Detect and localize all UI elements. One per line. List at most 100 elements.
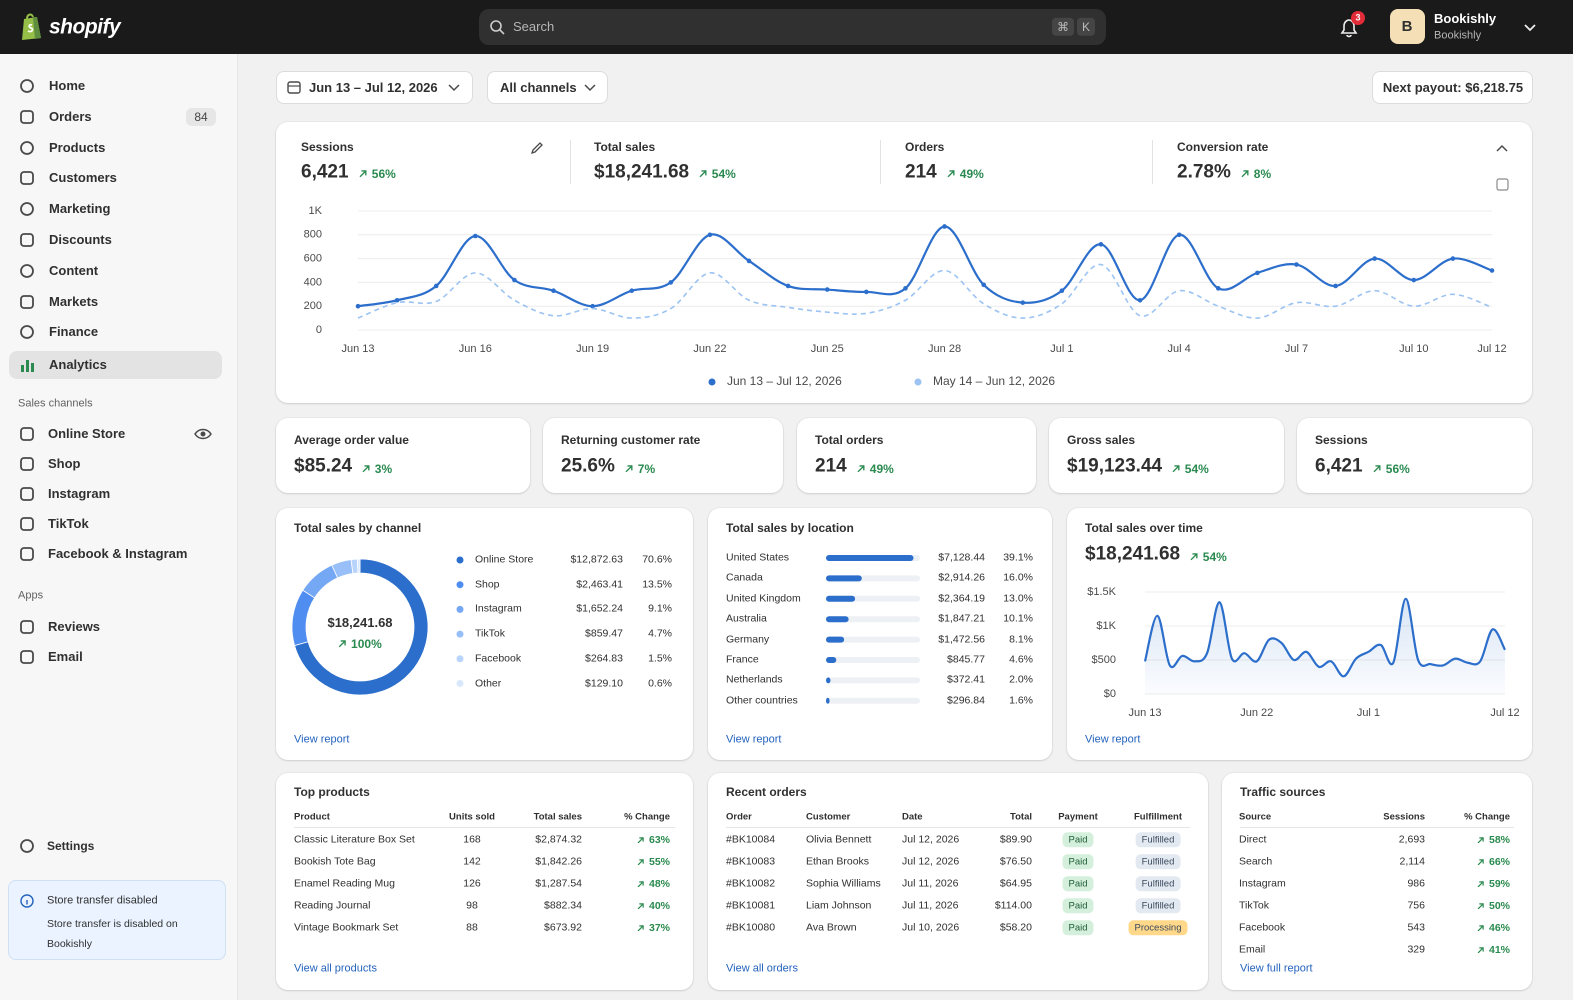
channel-item[interactable]: Instagram <box>48 486 111 502</box>
store-chevron[interactable] <box>1523 23 1537 33</box>
change-value: 100% <box>351 637 382 651</box>
nav-item[interactable]: Markets <box>49 293 99 309</box>
search-box[interactable] <box>479 9 1106 45</box>
kpi-value: 6,421 <box>1315 455 1363 477</box>
arrow-stroke <box>637 924 644 931</box>
bar <box>826 555 914 561</box>
table-cell: $64.95 <box>999 877 1032 890</box>
table-link[interactable]: View full report <box>1240 962 1313 975</box>
report-link[interactable]: View report <box>294 733 350 746</box>
point <box>1333 283 1338 289</box>
point <box>785 283 791 289</box>
trend-arrow <box>637 858 644 865</box>
chevron <box>1496 144 1508 152</box>
bar-track <box>826 616 920 623</box>
bar <box>826 677 831 684</box>
metric-value: 6,421 <box>301 161 349 183</box>
nav-item[interactable]: Products <box>49 139 106 155</box>
table-cell: 329 <box>1407 943 1425 956</box>
trend-arrow <box>359 170 367 178</box>
dropdown-chevron <box>448 84 460 92</box>
change-cell: 55% <box>637 856 670 868</box>
legend-swatch <box>456 556 464 564</box>
payout-button[interactable] <box>1372 71 1533 104</box>
active-nav-bg[interactable] <box>9 350 222 379</box>
channel-item[interactable]: Shop <box>48 456 81 472</box>
arrow-stroke <box>637 902 644 909</box>
table-cell: 543 <box>1407 921 1425 934</box>
table-cell: $89.90 <box>999 833 1032 846</box>
country-share: 10.1% <box>1003 612 1033 625</box>
table-cell: Facebook <box>1239 921 1286 934</box>
channel-item[interactable]: Online Store <box>48 426 126 442</box>
table-link[interactable]: View all products <box>294 962 377 975</box>
country-share: 4.6% <box>1009 653 1033 666</box>
channel-item[interactable]: Facebook & Instagram <box>48 546 188 562</box>
header-rule <box>294 827 675 828</box>
y-tick-label: $1.5K <box>1087 586 1116 598</box>
metric-change: 56% <box>359 167 396 181</box>
app-item[interactable]: Reviews <box>48 619 101 635</box>
report-link[interactable]: View report <box>1085 733 1141 746</box>
store-avatar[interactable] <box>1390 9 1425 44</box>
section-title: Sales channels <box>18 397 93 410</box>
nav-icon <box>20 517 34 531</box>
country-share: 16.0% <box>1003 572 1033 585</box>
trend-arrow <box>947 170 955 178</box>
nav-item[interactable]: Analytics <box>49 356 107 372</box>
table-cell: Jul 12, 2026 <box>902 855 960 868</box>
nav-item[interactable]: Discounts <box>49 232 112 248</box>
nav-item[interactable]: Marketing <box>49 201 111 217</box>
change-cell: 41% <box>1477 944 1510 956</box>
channel-filter: All channels <box>500 80 577 96</box>
point <box>1372 256 1377 261</box>
nav-item[interactable]: Finance <box>49 324 99 340</box>
app-item[interactable]: Email <box>48 649 83 665</box>
arrow-stroke <box>1477 924 1484 931</box>
kpi-change: 49% <box>857 462 894 476</box>
trend-arrow <box>362 465 370 473</box>
point <box>942 224 947 229</box>
search-placeholder: Search <box>513 19 555 35</box>
date-range: Jun 13 – Jul 12, 2026 <box>309 80 438 96</box>
bar-track <box>826 697 920 704</box>
icon-shape <box>20 650 34 664</box>
channel-item[interactable]: TikTok <box>48 516 89 532</box>
nav-item[interactable]: Home <box>49 78 86 94</box>
metric-value: $18,241.68 <box>594 161 690 183</box>
report-link[interactable]: View report <box>726 733 782 746</box>
table-cell: $882.34 <box>544 899 582 912</box>
info-circle <box>20 894 34 908</box>
settings-item[interactable]: Settings <box>47 838 95 853</box>
bell-icon[interactable] <box>1338 17 1360 39</box>
point <box>1294 262 1299 267</box>
calendar-icon <box>287 81 301 94</box>
table-cell: $1,287.54 <box>535 877 582 890</box>
area <box>1145 598 1505 694</box>
nav-item[interactable]: Orders <box>49 109 92 124</box>
point <box>1411 277 1417 283</box>
channel-share: 70.6% <box>642 553 672 566</box>
pencil <box>530 142 543 155</box>
x-tick-label: Jun 28 <box>928 343 961 355</box>
country-name: United Kingdom <box>726 592 801 605</box>
change-value: 41% <box>1488 944 1510 956</box>
nav-item[interactable]: Customers <box>49 170 117 186</box>
icon-bar <box>26 359 29 372</box>
table-cell: #BK10082 <box>726 877 776 890</box>
trend-arrow <box>1190 553 1198 561</box>
country-name: Other countries <box>726 694 798 707</box>
table-link[interactable]: View all orders <box>726 962 798 975</box>
icon-shape <box>20 79 34 93</box>
x-tick-label: Jun 13 <box>341 343 374 355</box>
nav-item[interactable]: Content <box>49 263 99 278</box>
nav-icon <box>20 650 34 664</box>
change-value: 63% <box>648 834 670 846</box>
date-button[interactable] <box>276 71 473 104</box>
arrow-stroke <box>625 465 633 473</box>
table-cell: 98 <box>466 899 478 912</box>
point <box>1137 297 1143 303</box>
table-cell: 168 <box>463 833 481 846</box>
table-cell: 2,114 <box>1399 855 1426 868</box>
